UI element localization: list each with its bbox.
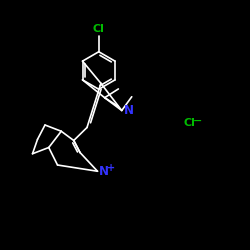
Text: N: N [124,104,134,117]
Text: +: + [106,163,114,173]
Text: N: N [99,165,109,178]
Text: Cl: Cl [184,118,196,128]
Text: Cl: Cl [93,24,105,34]
Text: −: − [193,116,202,126]
